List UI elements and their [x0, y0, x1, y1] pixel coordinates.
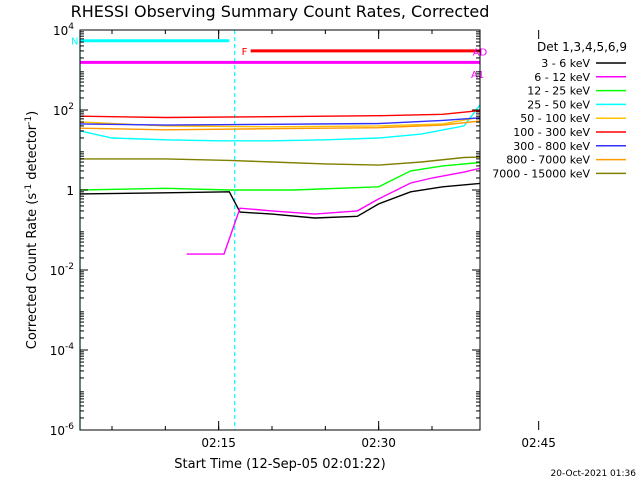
legend-label-6-12-kev: 6 - 12 keV — [534, 71, 590, 84]
x-tick-label: 02:30 — [361, 436, 396, 450]
series-line-6-12-kev — [186, 167, 480, 255]
series-line-300-800-kev — [80, 117, 480, 126]
series-line-100-300-kev — [80, 109, 480, 119]
series-line-3-6-kev — [80, 182, 480, 219]
series-line-12-25-kev — [80, 161, 480, 191]
legend-label-25-50-kev: 25 - 50 keV — [527, 98, 590, 111]
legend-label-300-800-kev: 300 - 800 keV — [513, 140, 590, 153]
y-tick-label: 10-4 — [50, 342, 75, 358]
series-line-25-50-kev — [80, 103, 480, 142]
legend-label-100-300-kev: 100 - 300 keV — [513, 126, 590, 139]
series-line-800-7000-kev — [80, 120, 480, 131]
plot-lines — [80, 103, 480, 255]
axes: 104102110-210-410-602:1502:3002:4503:000… — [50, 22, 556, 450]
footer-timestamp: 20-Oct-2021 01:36 — [551, 469, 637, 479]
y-axis-label: Corrected Count Rate (s-1 detector-1) — [24, 111, 40, 349]
legend-label-800-7000-kev: 800 - 7000 keV — [506, 154, 590, 167]
x-axis-label: Start Time (12-Sep-05 02:01:22) — [174, 457, 385, 472]
y-tick-label: 102 — [53, 102, 74, 118]
flag-label-n: N — [71, 37, 78, 48]
legend-title: Det 1,3,4,5,6,9 — [537, 40, 627, 54]
flag-label-a1: A1 — [471, 70, 484, 81]
series-line-50-100-kev — [80, 116, 480, 128]
x-tick-label: 02:15 — [201, 436, 236, 450]
plot-series — [80, 103, 480, 255]
series-line-7000-15000-kev — [80, 156, 480, 166]
legend-label-12-25-kev: 12 - 25 keV — [527, 85, 590, 98]
y-tick-label: 104 — [53, 22, 74, 38]
legend-label-3-6-kev: 3 - 6 keV — [541, 57, 590, 70]
y-tick-label: 10-2 — [50, 262, 74, 278]
chart-title: RHESSI Observing Summary Count Rates, Co… — [71, 2, 490, 21]
x-tick-label: 02:45 — [521, 436, 556, 450]
plot-frame — [79, 29, 481, 431]
flag-label-f: F — [242, 47, 248, 58]
y-tick-label: 10-6 — [50, 422, 75, 438]
y-tick-label: 1 — [66, 184, 74, 198]
legend-label-50-100-kev: 50 - 100 keV — [520, 112, 590, 125]
legend-label-7000-15000-kev: 7000 - 15000 keV — [492, 167, 590, 180]
